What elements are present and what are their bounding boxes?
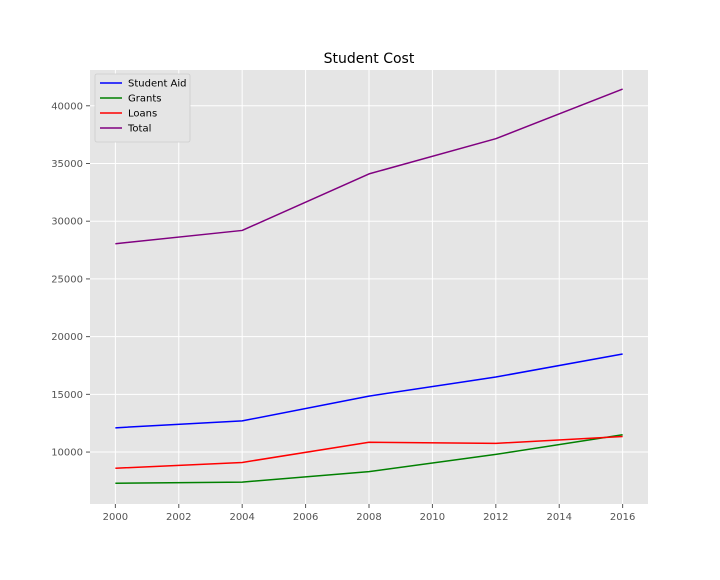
x-tick-label: 2008: [356, 512, 381, 523]
y-tick-label: 25000: [51, 274, 83, 285]
chart-title: Student Cost: [324, 51, 415, 67]
legend-label-student-aid: Student Aid: [128, 79, 187, 90]
y-tick-label: 10000: [51, 448, 83, 459]
y-tick-label: 30000: [51, 217, 83, 228]
x-tick-label: 2016: [610, 512, 635, 523]
y-tick-label: 35000: [51, 159, 83, 170]
plot-area: 2000 2002 2004 2006 2008 2010 2012 2014 2016 1000…: [51, 70, 648, 523]
x-tick-label: 2010: [420, 512, 445, 523]
y-tick-label: 40000: [51, 101, 83, 112]
x-tick-label: 2006: [293, 512, 318, 523]
x-tick-label: 2012: [483, 512, 508, 523]
x-tick-label: 2002: [166, 512, 191, 523]
legend-label-total: Total: [127, 124, 151, 135]
y-tick-label: 15000: [51, 390, 83, 401]
legend-label-grants: Grants: [128, 94, 161, 105]
y-tick-label: 20000: [51, 332, 83, 343]
legend-label-loans: Loans: [128, 109, 157, 120]
x-tick-label: 2004: [229, 512, 254, 523]
x-tick-label: 2014: [547, 512, 572, 523]
x-tick-label: 2000: [103, 512, 128, 523]
